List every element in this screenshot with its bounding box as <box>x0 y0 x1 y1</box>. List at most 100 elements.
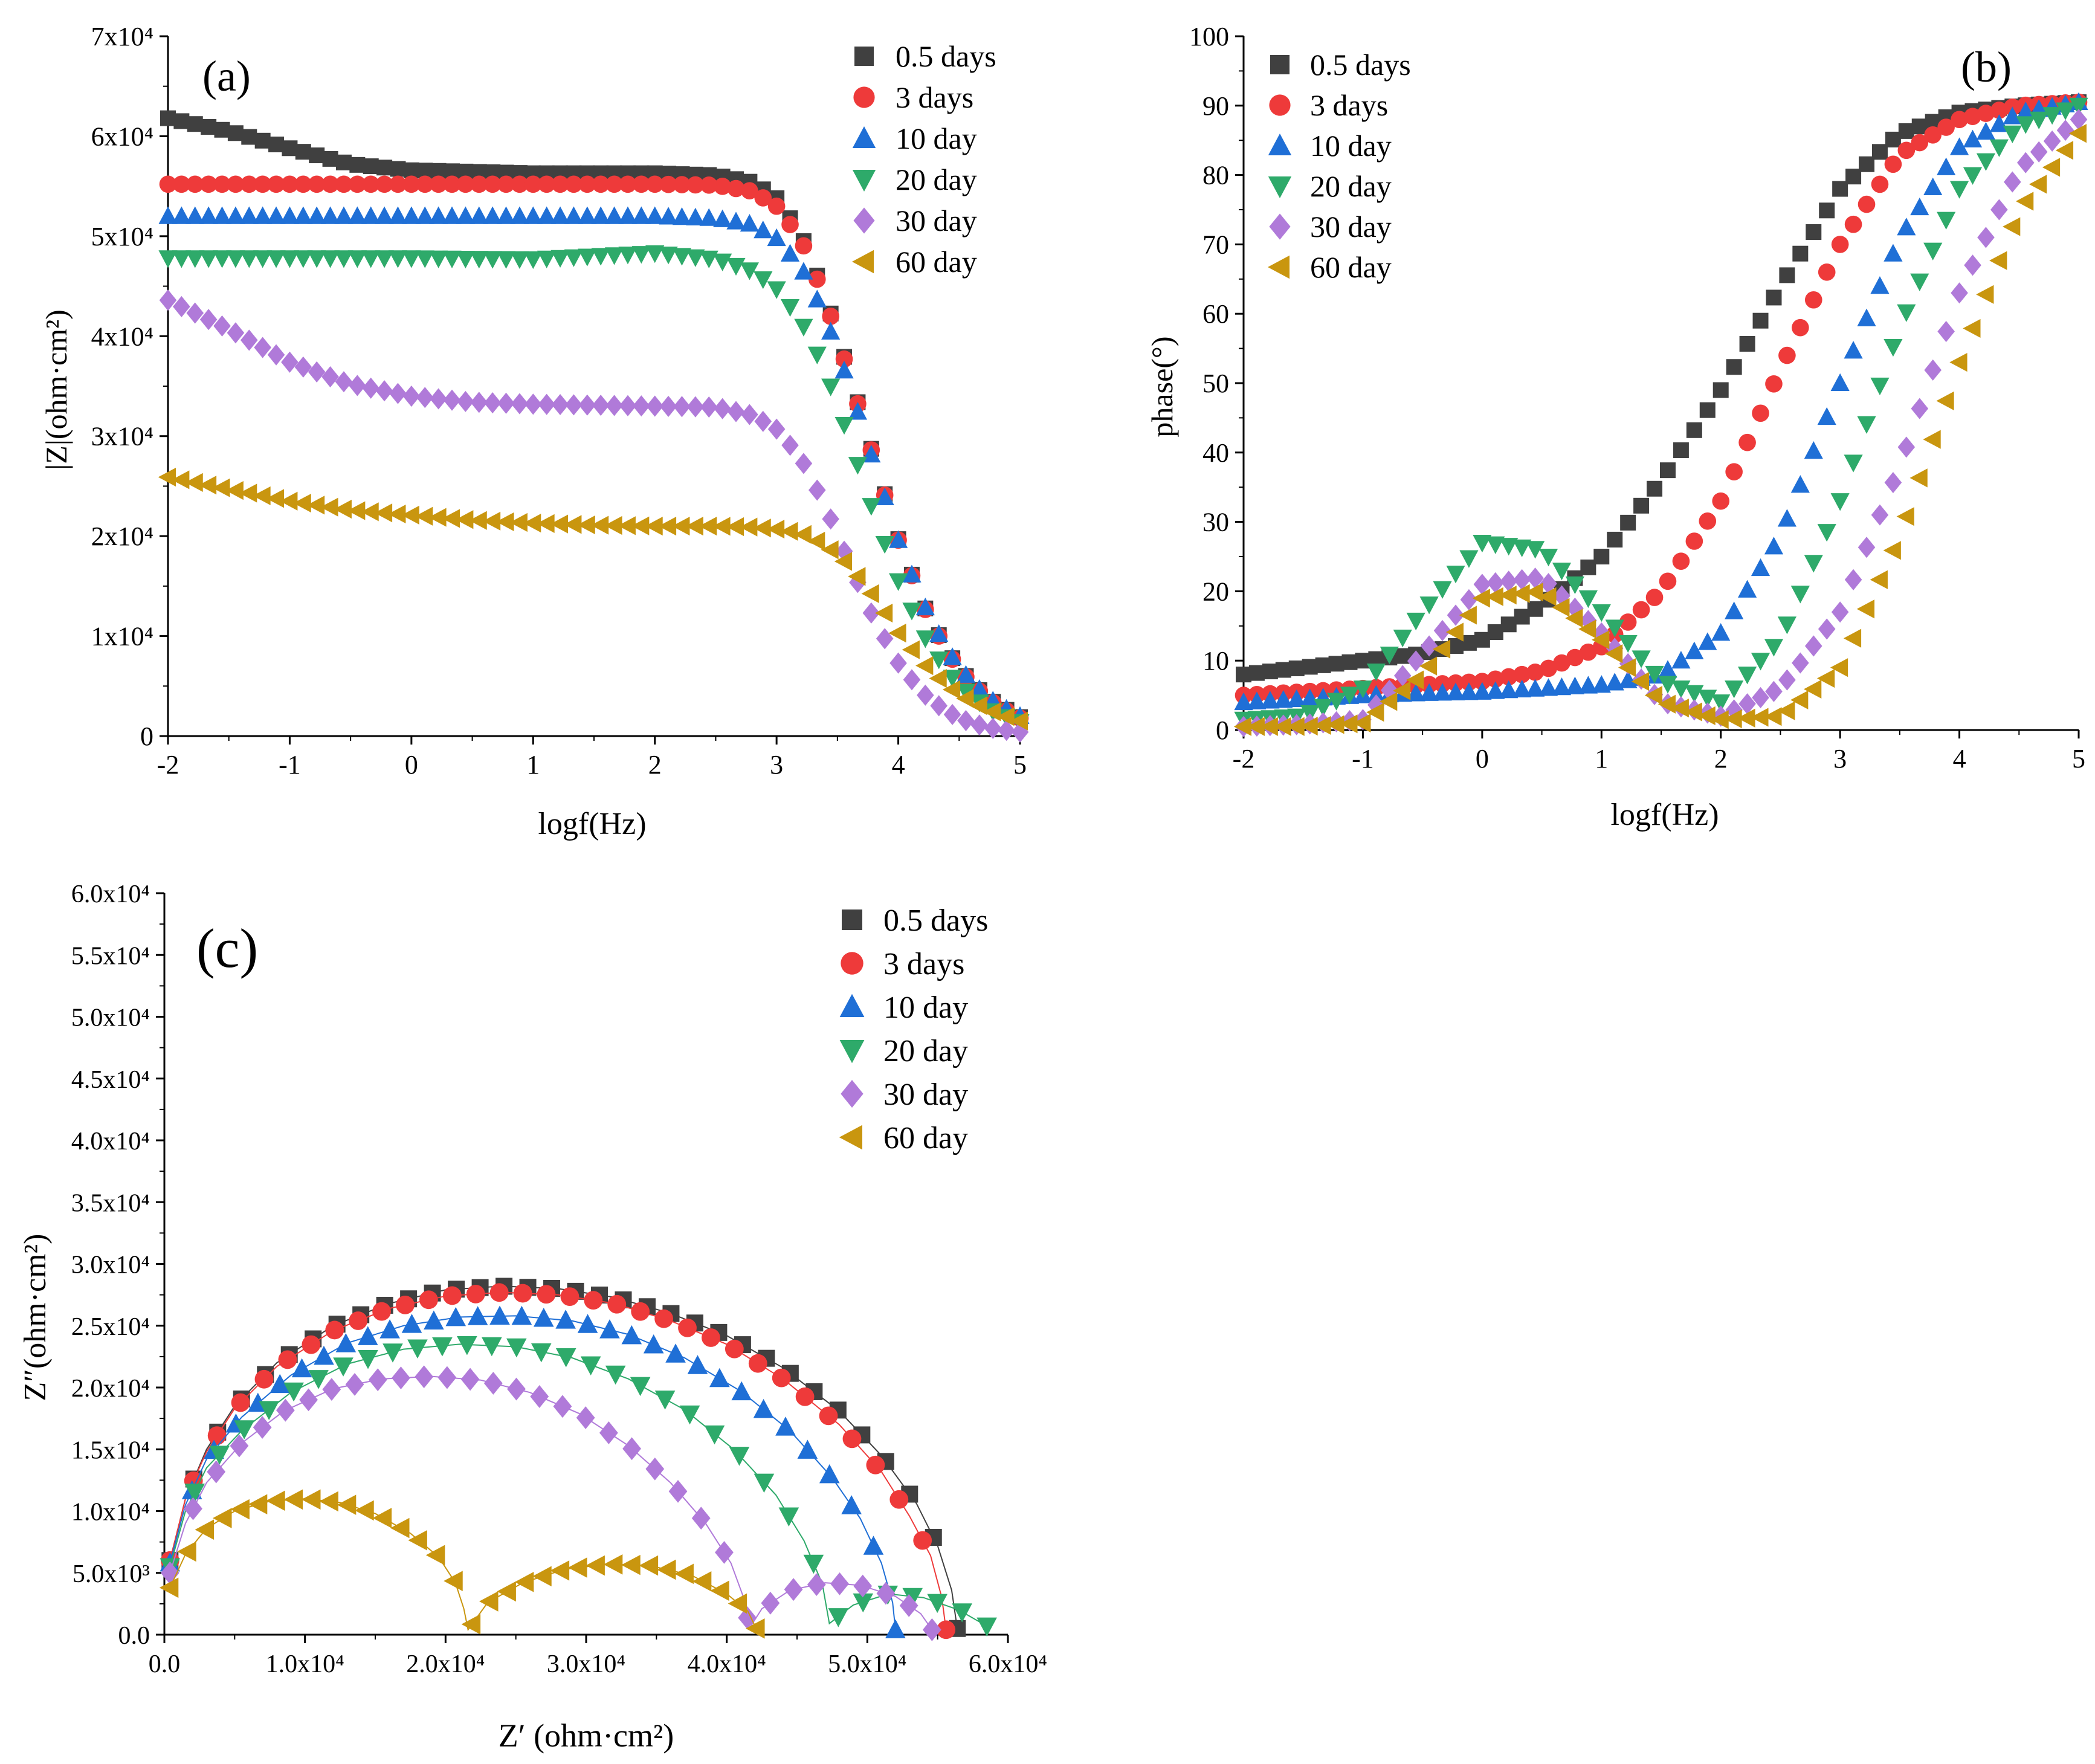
legend-label-0-5-days: 0.5 days <box>883 903 988 938</box>
y-tick-label: 5.0x10³ <box>73 1560 150 1588</box>
data-point-30-day <box>1804 635 1822 657</box>
data-point-0-5-days <box>173 113 190 129</box>
data-point-60-day <box>1233 717 1251 736</box>
data-point-10-day <box>1366 685 1386 703</box>
data-point-60-day <box>347 501 366 520</box>
data-point-60-day <box>1764 707 1782 726</box>
data-point-10-day <box>294 206 313 224</box>
data-point-10-day <box>687 1355 708 1374</box>
data-point-0-5-days <box>1620 514 1636 531</box>
data-point-60-day <box>442 509 460 528</box>
data-point-60-day <box>1406 670 1424 690</box>
data-point-20-day <box>457 1336 477 1355</box>
data-point-3-days <box>1699 512 1717 530</box>
data-point-20-day <box>780 299 800 317</box>
data-point-60-day <box>334 499 352 519</box>
y-tick-label: 4x10⁴ <box>91 321 153 351</box>
data-point-0-5-days <box>187 116 203 132</box>
legend-label-0-5-days: 0.5 days <box>896 39 996 73</box>
data-point-10-day <box>511 1305 532 1325</box>
data-point-3-days <box>819 1406 838 1426</box>
data-point-10-day <box>709 1368 730 1388</box>
data-point-60-day <box>699 517 717 536</box>
data-point-60-day <box>1273 717 1291 736</box>
data-point-30-day <box>322 1378 341 1401</box>
data-point-60-day <box>425 1545 445 1566</box>
data-point-30-day <box>578 394 596 416</box>
data-point-20-day <box>239 250 259 268</box>
data-point-60-day <box>374 503 393 523</box>
data-point-60-day <box>1658 694 1676 714</box>
data-point-0-5-days <box>1236 667 1251 683</box>
data-point-0-5-days <box>201 118 217 135</box>
data-point-60-day <box>337 1494 357 1515</box>
data-point-20-day <box>184 1483 205 1503</box>
data-point-60-day <box>280 491 298 511</box>
data-point-20-day <box>334 250 353 268</box>
data-point-60-day <box>568 1557 587 1578</box>
data-point-3-days <box>483 175 502 193</box>
data-point-20-day <box>483 251 502 269</box>
data-point-10-day <box>834 361 854 379</box>
data-point-60-day <box>1592 630 1610 650</box>
data-point-10-day <box>1804 441 1823 459</box>
data-point-3-days <box>866 1455 885 1475</box>
data-point-10-day <box>291 1358 312 1378</box>
x-tick-label: 0 <box>405 750 418 780</box>
data-point-20-day <box>778 1507 799 1527</box>
data-point-3-days <box>281 175 299 193</box>
data-point-20-day <box>407 1339 428 1359</box>
y-tick-label: 0 <box>1216 716 1229 745</box>
panel-b-ylabel: phase(°) <box>1145 336 1179 437</box>
data-point-20-day <box>580 1356 601 1375</box>
data-point-3-days <box>1540 659 1557 677</box>
data-point-30-day <box>619 395 637 416</box>
data-point-60-day <box>1631 672 1650 691</box>
legend-marker-60-day <box>839 1125 862 1150</box>
data-point-3-days <box>1500 668 1518 686</box>
data-point-60-day <box>1326 715 1344 734</box>
data-point-60-day <box>1711 710 1729 729</box>
data-point-0-5-days <box>1647 480 1663 497</box>
data-point-60-day <box>306 496 325 515</box>
data-point-10-day <box>375 206 394 224</box>
data-point-60-day <box>1870 570 1888 589</box>
series-30-day <box>160 1365 941 1641</box>
data-point-20-day <box>672 248 692 266</box>
data-point-3-days <box>538 175 555 193</box>
x-tick-label: 1.0x10⁴ <box>266 1650 344 1678</box>
data-point-10-day <box>807 289 827 308</box>
data-point-20-day <box>1937 212 1956 230</box>
y-tick-label: 3.5x10⁴ <box>71 1189 150 1217</box>
series-10-day <box>160 1305 906 1638</box>
data-point-60-day <box>1790 690 1809 709</box>
data-point-20-day <box>1671 680 1691 699</box>
data-point-30-day <box>1381 679 1398 701</box>
data-point-3-days <box>702 1328 720 1347</box>
legend-marker-3-days <box>853 86 875 108</box>
y-tick-label: 90 <box>1202 91 1229 121</box>
data-point-60-day <box>1830 658 1848 677</box>
data-point-60-day <box>185 473 203 492</box>
data-point-30-day <box>199 309 218 331</box>
data-point-20-day <box>1340 687 1360 705</box>
data-point-60-day <box>372 1508 392 1528</box>
y-tick-label: 2x10⁴ <box>91 522 153 551</box>
data-point-60-day <box>479 1591 499 1612</box>
series-line-10-day <box>169 1315 896 1630</box>
data-point-10-day <box>239 206 259 224</box>
data-point-10-day <box>1923 177 1943 196</box>
data-point-0-5-days <box>241 129 257 145</box>
data-point-30-day <box>392 1366 410 1390</box>
data-point-60-day <box>915 656 934 676</box>
data-point-10-day <box>578 206 597 224</box>
data-point-0-5-days <box>1673 442 1689 458</box>
data-point-20-day <box>402 250 421 268</box>
data-point-30-day <box>375 380 393 402</box>
data-point-30-day <box>1831 601 1849 623</box>
data-point-10-day <box>564 206 584 224</box>
data-point-3-days <box>1858 195 1876 213</box>
data-point-60-day <box>408 1530 427 1551</box>
data-point-60-day <box>497 1581 516 1602</box>
